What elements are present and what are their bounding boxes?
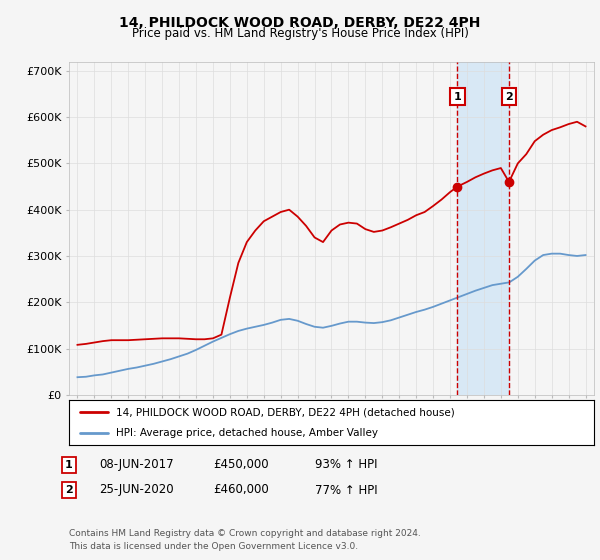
Bar xyxy=(457,62,509,395)
Text: 2: 2 xyxy=(505,92,513,101)
Text: £450,000: £450,000 xyxy=(213,458,269,472)
Text: £460,000: £460,000 xyxy=(213,483,269,497)
Text: 14, PHILDOCK WOOD ROAD, DERBY, DE22 4PH: 14, PHILDOCK WOOD ROAD, DERBY, DE22 4PH xyxy=(119,16,481,30)
Text: This data is licensed under the Open Government Licence v3.0.: This data is licensed under the Open Gov… xyxy=(69,542,358,551)
Text: 14, PHILDOCK WOOD ROAD, DERBY, DE22 4PH (detached house): 14, PHILDOCK WOOD ROAD, DERBY, DE22 4PH … xyxy=(116,408,455,418)
Text: 1: 1 xyxy=(454,92,461,101)
Text: Contains HM Land Registry data © Crown copyright and database right 2024.: Contains HM Land Registry data © Crown c… xyxy=(69,529,421,538)
Text: 93% ↑ HPI: 93% ↑ HPI xyxy=(315,458,377,472)
Text: 08-JUN-2017: 08-JUN-2017 xyxy=(99,458,173,472)
Text: 2: 2 xyxy=(65,485,73,495)
Text: 1: 1 xyxy=(65,460,73,470)
Text: Price paid vs. HM Land Registry's House Price Index (HPI): Price paid vs. HM Land Registry's House … xyxy=(131,27,469,40)
Text: HPI: Average price, detached house, Amber Valley: HPI: Average price, detached house, Ambe… xyxy=(116,428,378,438)
Text: 25-JUN-2020: 25-JUN-2020 xyxy=(99,483,173,497)
Text: 77% ↑ HPI: 77% ↑ HPI xyxy=(315,483,377,497)
